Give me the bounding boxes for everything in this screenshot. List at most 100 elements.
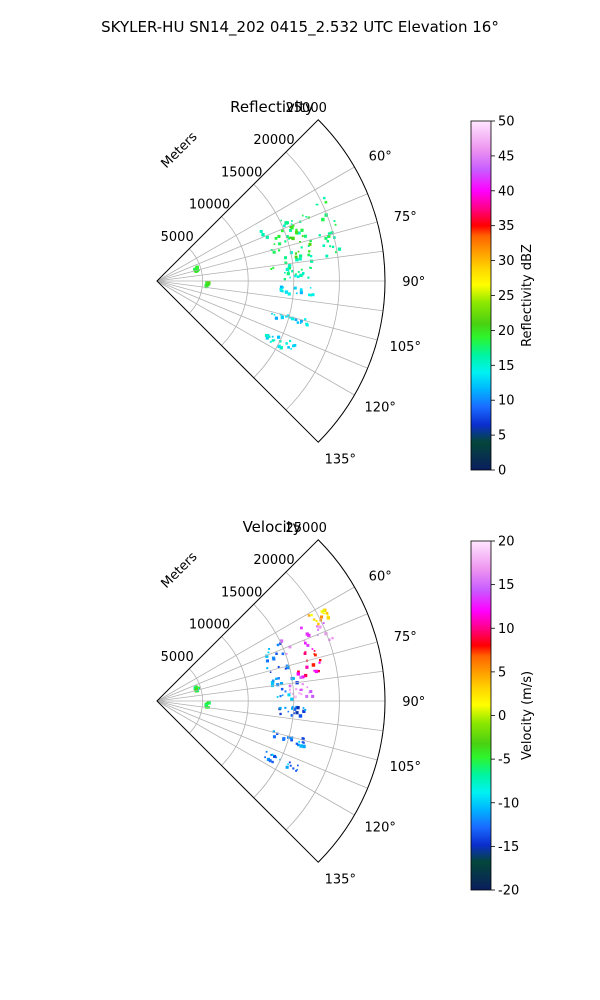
velocity-azimuth-spoke xyxy=(156,700,384,732)
velocity-echo-cell xyxy=(280,682,284,686)
velocity-echo-cell xyxy=(306,643,310,647)
reflectivity-echo-cell xyxy=(284,290,289,294)
reflectivity-echo-cell xyxy=(307,216,310,219)
velocity-echo-cell xyxy=(299,676,302,679)
reflectivity-echo-cell xyxy=(337,247,342,251)
velocity-echo-cell xyxy=(277,677,280,680)
velocity-azimuth-tick-label: 90° xyxy=(402,695,425,710)
velocity-colorbar-tick-label: 10 xyxy=(498,622,515,637)
reflectivity-range-tick-label: 10000 xyxy=(189,198,230,213)
reflectivity-azimuth-spoke xyxy=(156,280,355,396)
velocity-range-tick-label: 15000 xyxy=(221,585,262,600)
velocity-echo-cell xyxy=(207,706,210,709)
velocity-echo-cell xyxy=(272,735,276,739)
reflectivity-echo-cell xyxy=(207,281,209,283)
reflectivity-echo-cell xyxy=(316,203,319,206)
reflectivity-azimuth-spoke xyxy=(156,193,368,282)
velocity-echo-cell xyxy=(298,692,301,695)
reflectivity-echo-cell xyxy=(299,291,303,295)
velocity-echo-cell xyxy=(289,736,294,740)
reflectivity-echo-cell xyxy=(205,283,209,287)
reflectivity-echo-cell xyxy=(307,245,310,247)
reflectivity-azimuth-tick-label: 120° xyxy=(365,400,396,415)
velocity-tick-labels: 5000 10000 15000 20000 25000 60° 75° 90° 105° 120… xyxy=(161,521,426,888)
velocity-data xyxy=(193,608,334,772)
reflectivity-echo-cell xyxy=(310,259,314,263)
reflectivity-echo-cell xyxy=(300,246,303,249)
velocity-echo-cell xyxy=(194,689,197,691)
reflectivity-range-tick-label: 5000 xyxy=(161,230,194,245)
velocity-echo-cell xyxy=(276,732,279,735)
reflectivity-echo-cell xyxy=(299,254,303,258)
velocity-echo-cell xyxy=(276,683,280,687)
reflectivity-echo-cell xyxy=(267,334,270,336)
velocity-echo-cell xyxy=(323,608,327,612)
reflectivity-colorbar-label: Reflectivity dBZ xyxy=(520,244,535,347)
velocity-echo-cell xyxy=(303,737,305,740)
velocity-echo-cell xyxy=(271,753,274,756)
reflectivity-echo-cell xyxy=(295,230,299,235)
velocity-echo-cell xyxy=(277,666,280,668)
velocity-echo-cell xyxy=(302,744,306,749)
reflectivity-echo-cell xyxy=(302,272,305,275)
reflectivity-echo-cell xyxy=(299,288,303,292)
reflectivity-echo-cell xyxy=(335,251,338,254)
velocity-grid xyxy=(156,539,386,863)
reflectivity-azimuth-tick-label: 60° xyxy=(369,150,392,165)
reflectivity-echo-cell xyxy=(326,240,330,243)
reflectivity-echo-cell xyxy=(308,250,311,253)
reflectivity-echo-cell xyxy=(274,237,278,240)
reflectivity-echo-cell xyxy=(290,226,294,230)
reflectivity-grid xyxy=(156,119,386,443)
reflectivity-echo-cell xyxy=(265,336,269,340)
reflectivity-echo-cell xyxy=(300,268,303,271)
velocity-echo-cell xyxy=(322,622,325,625)
velocity-colorbar: -20 -15 -10 -5 0 5 10 15 20 Velocity (m/s) xyxy=(470,535,535,899)
velocity-echo-cell xyxy=(296,672,300,676)
velocity-echo-cell xyxy=(295,706,297,709)
reflectivity-echo-cell xyxy=(295,232,298,235)
velocity-echo-cell xyxy=(323,612,325,615)
reflectivity-echo-cell xyxy=(325,254,329,258)
reflectivity-echo-cell xyxy=(321,217,325,222)
velocity-echo-cell xyxy=(317,634,319,636)
reflectivity-echo-cell xyxy=(307,253,311,257)
reflectivity-echo-cell xyxy=(300,319,303,323)
reflectivity-echo-cell xyxy=(323,196,326,200)
reflectivity-echo-cell xyxy=(294,273,297,276)
velocity-echo-cell xyxy=(284,690,287,693)
velocity-echo-cell xyxy=(270,680,275,685)
velocity-echo-cell xyxy=(298,740,301,743)
reflectivity-colorbar: 0 5 10 15 20 25 30 35 40 45 50 Reflectivity dBZ xyxy=(470,115,535,479)
reflectivity-echo-cell xyxy=(293,286,297,290)
velocity-azimuth-spoke xyxy=(156,700,355,816)
reflectivity-echo-cell xyxy=(259,229,263,233)
reflectivity-azimuth-spoke xyxy=(156,280,378,341)
velocity-range-tick-label: 25000 xyxy=(286,521,327,536)
reflectivity-colorbar-tick-label: 15 xyxy=(498,359,515,374)
reflectivity-azimuth-tick-label: 135° xyxy=(325,452,356,467)
reflectivity-echo-cell xyxy=(289,316,291,319)
reflectivity-echo-cell xyxy=(299,322,302,324)
velocity-echo-cell xyxy=(311,694,315,698)
velocity-echo-cell xyxy=(195,687,198,691)
reflectivity-echo-cell xyxy=(333,220,336,222)
reflectivity-colorbar-tick-label: 45 xyxy=(498,149,515,164)
reflectivity-echo-cell xyxy=(279,285,284,289)
velocity-echo-cell xyxy=(288,688,291,691)
reflectivity-echo-cell xyxy=(269,340,272,343)
velocity-echo-cell xyxy=(313,669,315,672)
reflectivity-echo-cell xyxy=(289,339,292,343)
reflectivity-echo-cell xyxy=(279,287,283,291)
velocity-echo-cell xyxy=(302,707,305,709)
velocity-azimuth-tick-label: 60° xyxy=(369,570,392,585)
velocity-echo-cell xyxy=(315,619,318,622)
velocity-echo-cell xyxy=(193,687,196,690)
velocity-colorbar-tick-label: -10 xyxy=(498,796,519,811)
velocity-echo-cell xyxy=(297,743,300,747)
reflectivity-echo-cell xyxy=(291,269,294,273)
reflectivity-echo-cell xyxy=(278,249,281,252)
reflectivity-echo-cell xyxy=(289,229,292,232)
reflectivity-echo-cell xyxy=(283,224,286,228)
velocity-echo-cell xyxy=(276,696,279,698)
